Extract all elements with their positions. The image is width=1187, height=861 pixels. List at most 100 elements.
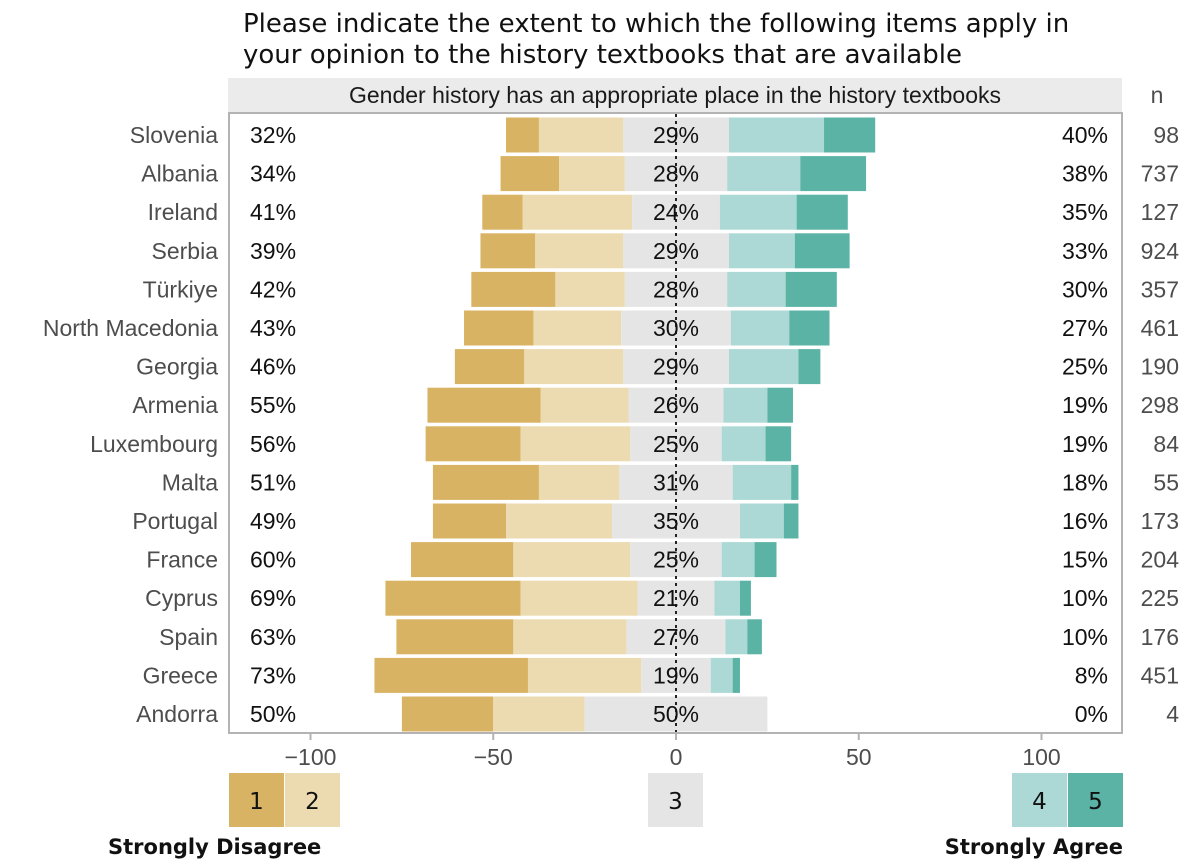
legend-key-5 xyxy=(1068,773,1123,827)
bar-segment-1 xyxy=(432,464,539,500)
bar-segment-5 xyxy=(798,349,821,385)
x-tick-label: 0 xyxy=(670,744,683,770)
agree-percent-label: 30% xyxy=(1062,276,1108,302)
neutral-percent-label: 25% xyxy=(653,431,699,457)
bar-segment-1 xyxy=(411,542,514,578)
bar-segment-1 xyxy=(454,349,525,385)
x-axis: −100 −50 0 50 100 xyxy=(285,733,1061,770)
bar-segment-2 xyxy=(538,464,620,500)
n-value: 461 xyxy=(1141,315,1179,341)
bar-segment-5 xyxy=(824,117,876,153)
agree-percent-label: 10% xyxy=(1062,585,1108,611)
chart-title-line-2: your opinion to the history textbooks th… xyxy=(243,40,962,70)
bar-segment-5 xyxy=(732,657,740,693)
neutral-percent-label: 19% xyxy=(653,662,699,688)
n-value: 84 xyxy=(1153,431,1179,457)
category-label: Portugal xyxy=(132,508,218,534)
bar-segment-4 xyxy=(723,387,768,423)
n-value: 298 xyxy=(1141,392,1179,418)
category-label: Serbia xyxy=(152,238,219,264)
bar-segment-5 xyxy=(765,426,792,462)
bar-segment-5 xyxy=(794,233,850,269)
n-value: 225 xyxy=(1141,585,1179,611)
bar-segment-2 xyxy=(540,387,629,423)
bar-segment-4 xyxy=(732,464,792,500)
disagree-percent-label: 39% xyxy=(250,238,296,264)
neutral-percent-label: 26% xyxy=(653,392,699,418)
bar-segment-5 xyxy=(791,464,799,500)
disagree-percent-label: 49% xyxy=(250,508,296,534)
neutral-percent-label: 30% xyxy=(653,315,699,341)
neutral-percent-label: 35% xyxy=(653,508,699,534)
bar-segment-1 xyxy=(432,503,507,539)
legend-key-label: 1 xyxy=(249,789,264,815)
bar-segment-2 xyxy=(535,233,623,269)
legend-key-label: 3 xyxy=(668,789,683,815)
disagree-percent-label: 34% xyxy=(250,161,296,187)
bar-segment-1 xyxy=(464,310,534,346)
bar-segment-2 xyxy=(533,310,622,346)
n-value: 4 xyxy=(1166,701,1179,727)
category-label: Spain xyxy=(159,624,218,650)
legend-key-label: 5 xyxy=(1088,789,1103,815)
x-tick-label: 100 xyxy=(1022,744,1060,770)
bar-segment-5 xyxy=(800,156,867,192)
bar-segment-1 xyxy=(506,117,539,153)
disagree-percent-label: 46% xyxy=(250,354,296,380)
facet-strip xyxy=(228,78,1122,112)
bar-segment-5 xyxy=(739,580,751,616)
neutral-percent-label: 28% xyxy=(653,161,699,187)
disagree-percent-label: 69% xyxy=(250,585,296,611)
category-label: Luxembourg xyxy=(90,431,218,457)
agree-percent-label: 35% xyxy=(1062,199,1108,225)
bar-segment-5 xyxy=(783,503,799,539)
category-label: Andorra xyxy=(136,701,218,727)
n-value: 55 xyxy=(1153,469,1179,495)
n-value: 98 xyxy=(1153,122,1179,148)
category-label: Ireland xyxy=(148,199,218,225)
agree-percent-label: 40% xyxy=(1062,122,1108,148)
x-tick-label: 50 xyxy=(846,744,872,770)
bar-segment-4 xyxy=(729,349,799,385)
agree-percent-label: 38% xyxy=(1062,161,1108,187)
agree-percent-label: 27% xyxy=(1062,315,1108,341)
bar-segment-4 xyxy=(721,426,766,462)
disagree-percent-label: 50% xyxy=(250,701,296,727)
legend-key-1 xyxy=(229,773,284,827)
bar-segment-1 xyxy=(425,426,521,462)
n-value: 176 xyxy=(1141,624,1179,650)
chart-title-line-1: Please indicate the extent to which the … xyxy=(243,9,1069,39)
category-label: Slovenia xyxy=(130,122,218,148)
bar-segment-2 xyxy=(493,696,585,732)
bar-segment-4 xyxy=(729,233,795,269)
neutral-percent-label: 21% xyxy=(653,585,699,611)
n-value: 737 xyxy=(1141,161,1179,187)
bar-segment-2 xyxy=(538,117,623,153)
bar-segment-4 xyxy=(714,580,740,616)
category-label: France xyxy=(146,547,218,573)
legend: 1 2 3 4 5 xyxy=(229,773,1123,827)
legend-key-2 xyxy=(285,773,340,827)
bar-segment-5 xyxy=(754,542,777,578)
agree-percent-label: 15% xyxy=(1062,547,1108,573)
category-label: North Macedonia xyxy=(43,315,218,341)
x-tick-label: −100 xyxy=(285,744,337,770)
bar-segment-4 xyxy=(729,117,825,153)
bar-segment-5 xyxy=(789,310,830,346)
n-value: 127 xyxy=(1141,199,1179,225)
bar-segment-5 xyxy=(747,619,762,655)
bar-segment-1 xyxy=(427,387,541,423)
neutral-percent-label: 29% xyxy=(653,354,699,380)
bar-segment-2 xyxy=(513,542,631,578)
agree-percent-label: 16% xyxy=(1062,508,1108,534)
category-label: Albania xyxy=(141,161,218,187)
disagree-percent-label: 43% xyxy=(250,315,296,341)
bar-segment-1 xyxy=(500,156,560,192)
disagree-percent-label: 51% xyxy=(250,469,296,495)
bar-segment-1 xyxy=(374,657,528,693)
bar-segment-1 xyxy=(401,696,494,732)
chart-subtitle: Gender history has an appropriate place … xyxy=(349,82,1001,108)
agree-percent-label: 8% xyxy=(1075,662,1108,688)
